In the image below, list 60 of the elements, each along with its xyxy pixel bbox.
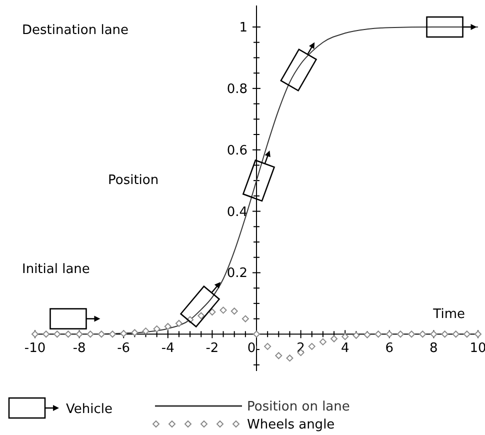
point bbox=[164, 322, 172, 330]
point bbox=[463, 330, 470, 338]
text: Vehicle bbox=[66, 402, 112, 417]
point bbox=[76, 330, 83, 338]
x-tick-label: 4 bbox=[340, 341, 350, 356]
point bbox=[419, 330, 426, 338]
point bbox=[98, 330, 105, 338]
x-tick-label: -10 bbox=[24, 341, 46, 356]
text: Position on lane bbox=[247, 400, 350, 414]
x-tick-label: -8 bbox=[72, 341, 86, 356]
annotation: Destination lane bbox=[22, 23, 129, 38]
y-tick-label: 0.8 bbox=[226, 82, 248, 97]
point bbox=[386, 330, 393, 338]
x-tick-label: 0 bbox=[247, 341, 256, 356]
point bbox=[342, 333, 349, 340]
point bbox=[109, 330, 116, 338]
point bbox=[308, 342, 316, 350]
x-tick-label: 6 bbox=[385, 341, 394, 356]
point bbox=[330, 335, 338, 342]
point bbox=[253, 330, 260, 338]
point bbox=[54, 330, 61, 338]
x-tick-label: -4 bbox=[161, 341, 174, 356]
point bbox=[120, 330, 128, 338]
point bbox=[242, 315, 249, 322]
point bbox=[352, 332, 360, 339]
point bbox=[198, 312, 205, 320]
point bbox=[153, 325, 160, 332]
point bbox=[42, 330, 50, 338]
point bbox=[175, 320, 182, 327]
point bbox=[452, 330, 460, 338]
point bbox=[430, 330, 438, 338]
x-tick-label: 8 bbox=[430, 341, 438, 356]
y-tick-label: 1 bbox=[239, 20, 248, 36]
legend-label: Wheels angle bbox=[247, 418, 335, 432]
point bbox=[408, 330, 416, 338]
point bbox=[142, 328, 150, 335]
point bbox=[230, 308, 238, 315]
y-tick-label: 0.4 bbox=[226, 204, 248, 220]
point bbox=[319, 338, 326, 346]
point bbox=[86, 330, 94, 338]
point bbox=[32, 330, 38, 338]
point bbox=[374, 330, 382, 338]
point bbox=[208, 308, 216, 316]
point bbox=[364, 331, 371, 338]
point bbox=[220, 306, 227, 314]
point bbox=[275, 352, 282, 360]
annotation: Initial lane bbox=[22, 262, 90, 277]
x-axis-title: Time bbox=[432, 307, 465, 322]
point bbox=[441, 330, 448, 338]
point bbox=[264, 342, 272, 350]
x-tick-label: -6 bbox=[117, 341, 130, 356]
y-axis-title: Position bbox=[108, 173, 159, 188]
point bbox=[396, 330, 404, 338]
x-tick-label: -2 bbox=[206, 341, 219, 356]
point bbox=[131, 329, 138, 336]
y-tick-label: 0.2 bbox=[226, 266, 248, 282]
point bbox=[474, 330, 482, 338]
point bbox=[64, 330, 72, 338]
y-tick-label: 0.6 bbox=[226, 143, 248, 158]
point bbox=[286, 354, 294, 362]
